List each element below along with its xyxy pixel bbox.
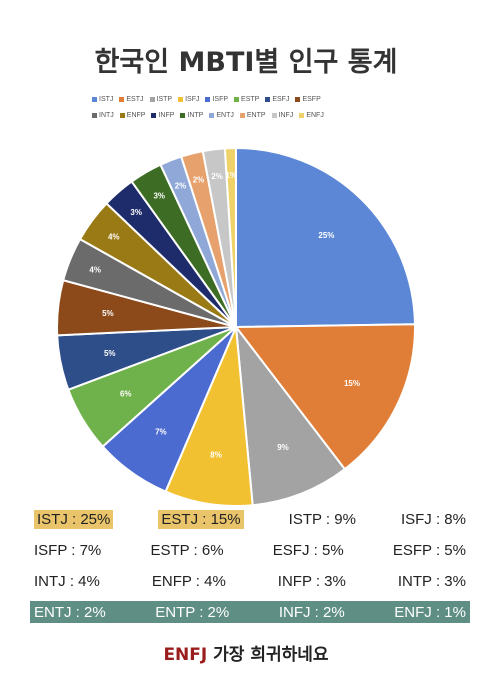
summary-table: ISTJ : 25% ESTJ : 15% ISTP : 9% ISFJ : 8% IS… (30, 508, 470, 632)
footer-text: 가장 희귀하네요 (207, 645, 329, 665)
legend-item-esfj: ESFJ (265, 96, 289, 103)
pie-data-label: 7% (155, 428, 167, 437)
pie-data-label: 2% (211, 172, 223, 181)
legend-swatch (119, 113, 125, 118)
summary-cell: ENTP : 2% (155, 603, 230, 621)
pie-data-label: 15% (344, 379, 360, 388)
legend-label: INFP (158, 112, 175, 119)
legend-label: ENFP (126, 112, 146, 119)
legend-swatch (180, 113, 186, 118)
summary-cell: ESFJ : 5% (272, 541, 344, 559)
pie-data-label: 2% (193, 176, 205, 185)
legend-item-intp: INTP (180, 112, 203, 119)
pie-data-label: 5% (104, 349, 116, 358)
legend-item-estp: ESTP (234, 96, 259, 103)
legend-label: ISTP (156, 96, 173, 103)
pie-data-label: 9% (277, 443, 289, 452)
legend-swatch (205, 97, 211, 102)
legend-swatch (149, 97, 155, 102)
legend-item-istp: ISTP (149, 96, 173, 103)
pie-data-label: 2% (175, 181, 187, 190)
pie-slice-istj (235, 146, 416, 329)
legend-swatch (239, 113, 245, 118)
chart-title: 한국인 MBTI별 인구 통계 (94, 47, 398, 78)
legend-item-isfp: ISFP (205, 96, 228, 103)
legend-label: ESTP (241, 96, 260, 103)
legend-item-enfp: ENFP (119, 112, 146, 119)
summary-cell: INFJ : 2% (278, 603, 345, 621)
legend-swatch (234, 97, 240, 102)
legend-swatch (92, 113, 97, 118)
legend-label: INTJ (99, 112, 114, 119)
pie-data-label: 3% (130, 208, 142, 217)
legend-label: ENFJ (306, 112, 324, 119)
summary-cell: INFP : 3% (277, 572, 346, 590)
legend-label: ESFP (302, 96, 321, 103)
pie-data-label: 4% (108, 232, 120, 241)
summary-cell: INTP : 3% (397, 572, 466, 590)
pie-slice-istp (234, 323, 347, 507)
legend-label: INTP (187, 112, 204, 119)
legend-item-esfp: ESFP (295, 96, 321, 103)
legend-item-isfj: ISFJ (178, 96, 199, 103)
summary-cell: ISFJ : 8% (400, 510, 466, 528)
summary-cell: INTJ : 4% (34, 572, 100, 590)
legend-swatch (92, 97, 97, 102)
legend-item-entp: ENTP (239, 112, 266, 119)
summary-cell: ENFP : 4% (151, 572, 226, 590)
legend-label: ESFJ (272, 96, 290, 103)
legend-label: INFJ (278, 112, 294, 119)
legend-item-infj: INFJ (271, 112, 294, 119)
summary-cell: ISFP : 7% (34, 541, 102, 559)
legend-item-entj: ENTJ (209, 112, 234, 119)
legend-label: ISTJ (99, 96, 114, 103)
summary-cell: ESTP : 6% (150, 541, 224, 559)
pie-data-label: 25% (318, 231, 334, 240)
legend-item-estj: ESTJ (119, 96, 144, 103)
summary-cell: ISTP : 9% (288, 510, 356, 528)
legend-label: ENTP (246, 112, 266, 119)
footer-accent: ENFJ (163, 645, 208, 665)
summary-cell: ENTJ : 2% (34, 603, 106, 621)
chart-legend: ISTJ ESTJ ISTP ISFJ ISFP ESTP ESFJ ESFP INTJ ENFP… (92, 96, 392, 128)
footer-caption: ENFJ 가장 희귀하네요 (0, 640, 492, 665)
legend-row: ISTJ ESTJ ISTP ISFJ ISFP ESTP ESFJ ESFP (92, 96, 392, 103)
legend-swatch (151, 113, 157, 118)
legend-swatch (271, 113, 277, 118)
legend-item-istj: ISTJ (92, 96, 113, 103)
summary-row: INTJ : 4% ENFP : 4% INFP : 3% INTP : 3% (30, 570, 470, 592)
pie-data-label: 8% (210, 450, 222, 459)
pie-slice-estj (233, 323, 416, 471)
legend-swatch (119, 97, 125, 102)
summary-row: ENTJ : 2% ENTP : 2% INFJ : 2% ENFJ : 1% (30, 601, 470, 623)
legend-item-intj: INTJ (92, 112, 114, 119)
summary-cell: ENFJ : 1% (394, 603, 466, 621)
pie-data-label: 6% (120, 390, 132, 399)
legend-label: ESTJ (126, 96, 144, 103)
pie-data-label: 5% (102, 309, 114, 318)
summary-row: ISFP : 7% ESTP : 6% ESFJ : 5% ESFP : 5% (30, 539, 470, 561)
legend-item-infp: INFP (151, 112, 174, 119)
legend-swatch (265, 97, 271, 102)
legend-swatch (299, 113, 305, 118)
legend-item-enfj: ENFJ (299, 112, 324, 119)
summary-row: ISTJ : 25% ESTJ : 15% ISTP : 9% ISFJ : 8% (30, 508, 470, 530)
legend-label: ENTJ (216, 112, 234, 119)
summary-cell: ESTJ : 15% (158, 509, 244, 529)
pie-data-label: 4% (89, 265, 101, 274)
legend-swatch (178, 97, 184, 102)
legend-label: ISFP (212, 96, 229, 103)
pie-slice-enfj (223, 146, 237, 328)
legend-swatch (295, 97, 301, 102)
summary-cell: ESFP : 5% (392, 541, 466, 559)
legend-label: ISFJ (185, 96, 200, 103)
pie-data-label: 3% (153, 192, 165, 201)
summary-cell: ISTJ : 25% (34, 509, 114, 529)
legend-row: INTJ ENFP INFP INTP ENTJ ENTP INFJ ENFJ (92, 112, 392, 119)
pie-data-label: 1% (225, 171, 237, 180)
legend-swatch (209, 113, 215, 118)
